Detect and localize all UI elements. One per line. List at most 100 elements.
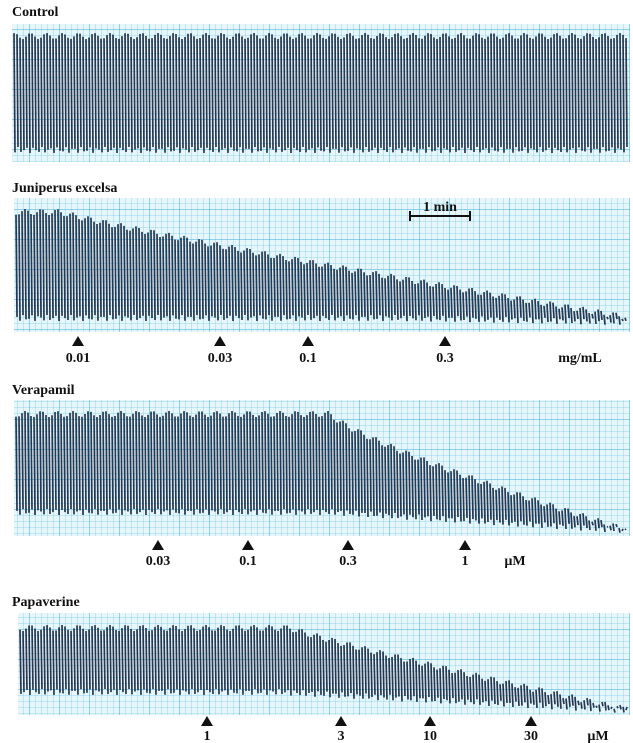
trace-stroke bbox=[335, 34, 336, 149]
trace-stroke bbox=[464, 35, 465, 153]
trace-stroke bbox=[68, 38, 69, 153]
trace-stroke bbox=[533, 692, 534, 705]
trace-stroke bbox=[215, 631, 216, 689]
trace-stroke bbox=[353, 36, 354, 153]
trace-stroke bbox=[559, 309, 560, 320]
trace-stroke bbox=[583, 307, 584, 319]
trace-stroke bbox=[506, 681, 507, 703]
trace-stroke bbox=[362, 647, 363, 698]
trace-stroke bbox=[140, 34, 141, 153]
trace-stroke bbox=[328, 263, 329, 320]
trace-stroke bbox=[40, 209, 41, 317]
trace-stroke bbox=[85, 218, 86, 315]
trace-stroke bbox=[151, 230, 152, 318]
trace-stroke bbox=[548, 695, 549, 704]
trace-stroke bbox=[601, 311, 602, 320]
trace-stroke bbox=[277, 255, 278, 317]
dose-arrow bbox=[525, 716, 537, 726]
trace-stroke bbox=[167, 39, 168, 147]
trace-stroke bbox=[340, 422, 341, 511]
trace-stroke bbox=[278, 39, 279, 147]
trace-stroke bbox=[590, 699, 591, 711]
trace-stroke bbox=[424, 457, 425, 517]
trace-stroke bbox=[185, 629, 186, 691]
trace-stroke bbox=[419, 38, 420, 149]
trace-stroke bbox=[88, 411, 89, 513]
trace-stroke bbox=[497, 681, 498, 705]
trace-stroke bbox=[368, 35, 369, 152]
trace-stroke bbox=[322, 416, 323, 510]
trace-stroke bbox=[314, 35, 315, 153]
trace-stroke bbox=[565, 508, 566, 529]
trace-stroke bbox=[154, 230, 155, 320]
trace-stroke bbox=[445, 470, 446, 522]
trace-stroke bbox=[458, 670, 459, 702]
trace-stroke bbox=[241, 417, 242, 514]
trace-stroke bbox=[133, 228, 134, 315]
trace-stroke bbox=[524, 684, 525, 703]
trace-stroke bbox=[130, 417, 131, 515]
trace-stroke bbox=[103, 412, 104, 511]
trace-stroke bbox=[454, 469, 455, 522]
trace-stroke bbox=[445, 288, 446, 322]
dose-arrow bbox=[242, 540, 254, 550]
trace-stroke bbox=[178, 417, 179, 514]
trace-stroke bbox=[346, 423, 347, 510]
trace-stroke bbox=[544, 506, 545, 522]
trace-stroke bbox=[349, 428, 350, 514]
trace-stroke bbox=[490, 483, 491, 519]
trace-stroke bbox=[262, 252, 263, 319]
trace-stroke bbox=[244, 251, 245, 315]
trace-stroke bbox=[626, 38, 627, 147]
trace-stroke bbox=[145, 417, 146, 515]
trace-stroke bbox=[184, 411, 185, 515]
trace-stroke bbox=[82, 417, 83, 515]
trace-stroke bbox=[431, 34, 432, 151]
trace-stroke bbox=[250, 249, 251, 318]
trace-stroke bbox=[272, 626, 273, 691]
trace-stroke bbox=[218, 36, 219, 153]
trace-stroke bbox=[121, 223, 122, 321]
trace-stroke bbox=[521, 685, 522, 705]
trace-stroke bbox=[64, 417, 65, 512]
trace-stroke bbox=[296, 632, 297, 693]
dose-arrow bbox=[152, 540, 164, 550]
trace-stroke bbox=[358, 429, 359, 516]
trace-stroke bbox=[236, 626, 237, 694]
trace-stroke bbox=[200, 38, 201, 148]
trace-stroke bbox=[512, 683, 513, 707]
trace-stroke bbox=[193, 243, 194, 320]
trace-stroke bbox=[319, 267, 320, 321]
trace-stroke bbox=[227, 37, 228, 152]
trace-stroke bbox=[169, 411, 170, 515]
dose-arrow bbox=[459, 540, 471, 550]
trace-stroke bbox=[229, 413, 230, 510]
trace-stroke bbox=[263, 39, 264, 148]
trace-stroke bbox=[400, 281, 401, 318]
trace-stroke bbox=[98, 36, 99, 150]
trace-stroke bbox=[557, 33, 558, 150]
trace-stroke bbox=[290, 629, 291, 696]
trace-stroke bbox=[343, 265, 344, 321]
trace-stroke bbox=[538, 500, 539, 524]
dose-unit: µM bbox=[504, 554, 525, 569]
trace-stroke bbox=[541, 505, 542, 528]
trace-stroke bbox=[490, 293, 491, 318]
trace-stroke bbox=[472, 288, 473, 318]
trace-stroke bbox=[214, 243, 215, 318]
trace-stroke bbox=[578, 38, 579, 147]
trace-stroke bbox=[302, 629, 303, 690]
trace-stroke bbox=[260, 630, 261, 692]
tracing-panel bbox=[18, 613, 630, 715]
trace-stroke bbox=[187, 238, 188, 317]
trace-stroke bbox=[71, 631, 72, 691]
trace-stroke bbox=[488, 679, 489, 706]
trace-stroke bbox=[226, 249, 227, 318]
trace-stroke bbox=[421, 280, 422, 320]
trace-stroke bbox=[49, 417, 50, 514]
trace-stroke bbox=[535, 299, 536, 320]
trace-stroke bbox=[587, 33, 588, 147]
trace-stroke bbox=[602, 702, 603, 706]
trace-stroke bbox=[221, 33, 222, 149]
trace-stroke bbox=[559, 511, 560, 524]
